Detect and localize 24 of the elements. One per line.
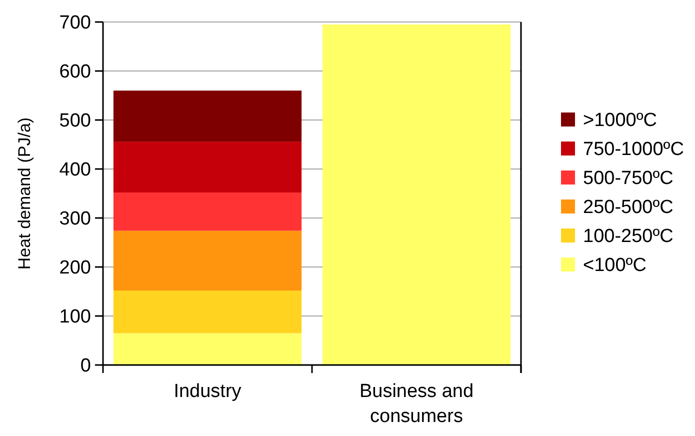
y-tick-label: 100 bbox=[59, 306, 91, 328]
legend-label: 750-1000ºC bbox=[583, 139, 684, 160]
y-tick-label: 500 bbox=[59, 110, 91, 132]
y-tick-label: 200 bbox=[59, 258, 91, 279]
y-tick-label: 400 bbox=[59, 160, 91, 181]
bar bbox=[113, 230, 302, 291]
bar bbox=[113, 90, 302, 142]
bar bbox=[113, 142, 302, 193]
legend-label: >1000ºC bbox=[583, 110, 658, 132]
y-tick-label: 600 bbox=[59, 62, 91, 83]
legend-label: 250-500ºC bbox=[583, 197, 674, 218]
y-tick-label: 0 bbox=[80, 356, 91, 377]
legend-label: 500-750ºC bbox=[583, 168, 674, 190]
y-tick-label: 700 bbox=[59, 12, 91, 34]
legend-label: 100-250ºC bbox=[583, 226, 674, 248]
y-axis-title: Heat demand (PJ/a) bbox=[15, 117, 34, 270]
x-tick-label: Industry bbox=[174, 381, 242, 402]
bar bbox=[113, 290, 302, 334]
bar bbox=[113, 333, 302, 365]
bar bbox=[113, 192, 302, 231]
x-tick-label: Business and consumers bbox=[359, 381, 474, 427]
y-tick-label: 300 bbox=[59, 208, 91, 230]
legend-label: <100ºC bbox=[583, 255, 646, 276]
bar bbox=[322, 24, 511, 365]
